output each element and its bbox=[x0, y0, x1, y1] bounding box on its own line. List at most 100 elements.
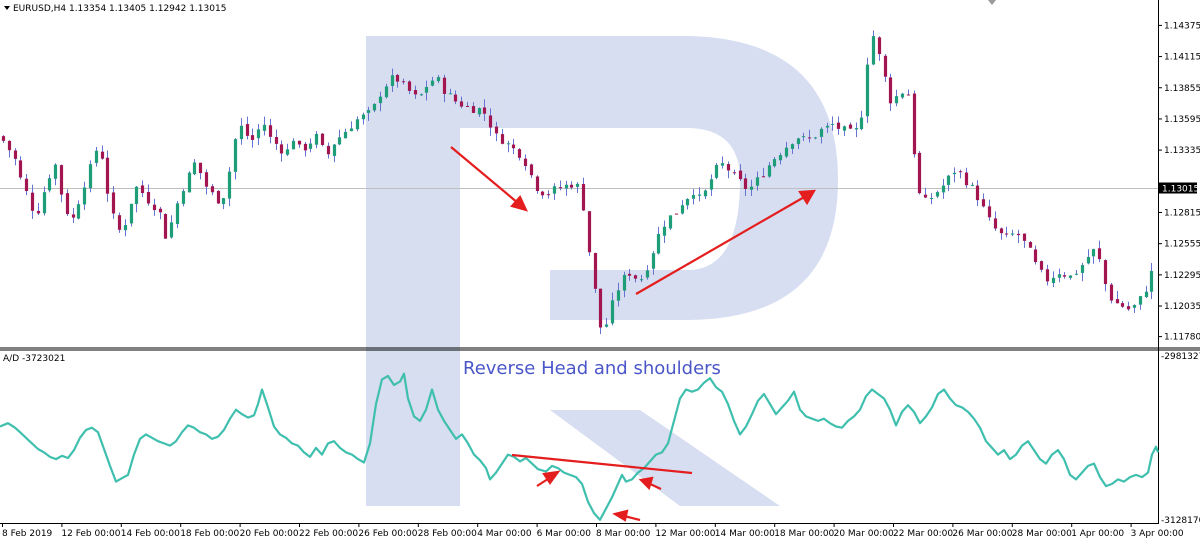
candle-body bbox=[813, 137, 818, 139]
symbol-info-text: EURUSD,H4 1.13354 1.13405 1.12942 1.1301… bbox=[13, 4, 226, 14]
candle-body bbox=[30, 192, 35, 211]
candle-body bbox=[1074, 273, 1079, 275]
candle-body bbox=[71, 214, 76, 218]
watermark-stem bbox=[366, 36, 460, 506]
candle-body bbox=[88, 164, 93, 189]
collapse-arrow-icon[interactable] bbox=[4, 6, 10, 10]
candle-body bbox=[616, 290, 621, 301]
candle-body bbox=[42, 192, 47, 214]
candle-body bbox=[105, 157, 110, 194]
candle-body bbox=[308, 143, 313, 149]
candle-body bbox=[424, 86, 429, 93]
candle-body bbox=[268, 125, 273, 137]
candle-body bbox=[291, 140, 296, 150]
candle-body bbox=[1086, 256, 1091, 264]
time-tick-label: 20 Mar 00:00 bbox=[834, 529, 894, 539]
uptrend-arrow-line bbox=[635, 195, 807, 295]
time-tick-label: 12 Feb 00:00 bbox=[61, 529, 120, 539]
price-tick-label: 1.13335 bbox=[1164, 146, 1200, 156]
downtrend-arrow-head bbox=[510, 195, 529, 212]
candle-body bbox=[981, 199, 986, 207]
ad-indicator-line bbox=[0, 372, 1160, 521]
price-tick-label: 1.14115 bbox=[1164, 53, 1200, 63]
candle-body bbox=[488, 115, 493, 128]
candle-body bbox=[819, 128, 824, 137]
candlestick-series bbox=[1, 30, 1154, 335]
candle-body bbox=[511, 144, 516, 149]
shift-marker-icon[interactable] bbox=[988, 0, 996, 5]
candle-body bbox=[581, 184, 586, 211]
time-tick-label: 1 Apr 00:00 bbox=[1071, 529, 1124, 539]
uptrend-arrow-head bbox=[798, 189, 817, 206]
candle-body bbox=[18, 160, 23, 178]
candle-body bbox=[65, 193, 70, 215]
candle-body bbox=[94, 150, 99, 163]
candle-body bbox=[192, 162, 197, 175]
candle-body bbox=[239, 125, 244, 140]
candle-body bbox=[436, 77, 441, 82]
time-tick-label: 26 Mar 00:00 bbox=[952, 529, 1012, 539]
candle-body bbox=[465, 106, 470, 108]
candle-body bbox=[848, 124, 853, 129]
candle-body bbox=[714, 164, 719, 178]
price-tick-label: 1.12815 bbox=[1164, 208, 1200, 218]
time-tick-label: 22 Mar 00:00 bbox=[893, 529, 953, 539]
candle-body bbox=[1149, 270, 1154, 292]
time-tick-label: 26 Feb 00:00 bbox=[358, 529, 417, 539]
candle-body bbox=[906, 94, 911, 96]
candle-body bbox=[1144, 291, 1149, 298]
candle-body bbox=[1004, 233, 1009, 235]
candle-body bbox=[604, 324, 609, 327]
candle-body bbox=[111, 192, 116, 214]
candle-body bbox=[535, 176, 540, 192]
time-tick-label: 14 Feb 00:00 bbox=[121, 529, 180, 539]
price-tick-label: 1.13595 bbox=[1164, 115, 1200, 125]
candle-body bbox=[482, 107, 487, 114]
candle-body bbox=[59, 165, 64, 195]
candle-body bbox=[917, 152, 922, 194]
candle-body bbox=[187, 172, 192, 193]
candle-body bbox=[494, 126, 499, 134]
candle-body bbox=[685, 198, 690, 206]
candle-body bbox=[337, 137, 342, 145]
time-tick-label: 12 Mar 00:00 bbox=[655, 529, 715, 539]
candle-body bbox=[395, 74, 400, 82]
candle-body bbox=[593, 252, 598, 289]
candle-body bbox=[807, 137, 812, 139]
candle-body bbox=[726, 164, 731, 171]
candle-body bbox=[970, 184, 975, 186]
candle-body bbox=[987, 206, 992, 218]
candle-body bbox=[639, 279, 644, 281]
candle-body bbox=[430, 80, 435, 86]
price-tick-label: 1.12035 bbox=[1164, 302, 1200, 312]
candle-body bbox=[1045, 269, 1050, 282]
candle-body bbox=[529, 164, 534, 176]
candle-body bbox=[964, 172, 969, 186]
candle-body bbox=[842, 126, 847, 131]
candle-body bbox=[13, 150, 18, 159]
candle-body bbox=[1097, 248, 1102, 260]
candle-body bbox=[546, 194, 551, 196]
candle-body bbox=[923, 194, 928, 198]
candle-body bbox=[221, 198, 226, 205]
candle-body bbox=[36, 210, 41, 214]
candle-body bbox=[912, 93, 917, 155]
candle-body bbox=[946, 175, 951, 185]
candle-body bbox=[1115, 299, 1120, 304]
candle-body bbox=[1028, 242, 1033, 248]
price-tick-label: 1.14375 bbox=[1164, 21, 1200, 31]
candle-body bbox=[645, 270, 650, 278]
indicator-bottom-value: -3128170 bbox=[1161, 516, 1200, 526]
candle-body bbox=[587, 211, 592, 253]
candle-body bbox=[888, 77, 893, 104]
candle-body bbox=[117, 215, 122, 230]
candle-body bbox=[210, 186, 215, 193]
watermark-logo bbox=[366, 36, 838, 506]
candle-body bbox=[709, 179, 714, 190]
candle-body bbox=[674, 213, 679, 215]
candle-body bbox=[883, 55, 888, 77]
candle-body bbox=[523, 158, 528, 167]
candle-body bbox=[784, 147, 789, 157]
